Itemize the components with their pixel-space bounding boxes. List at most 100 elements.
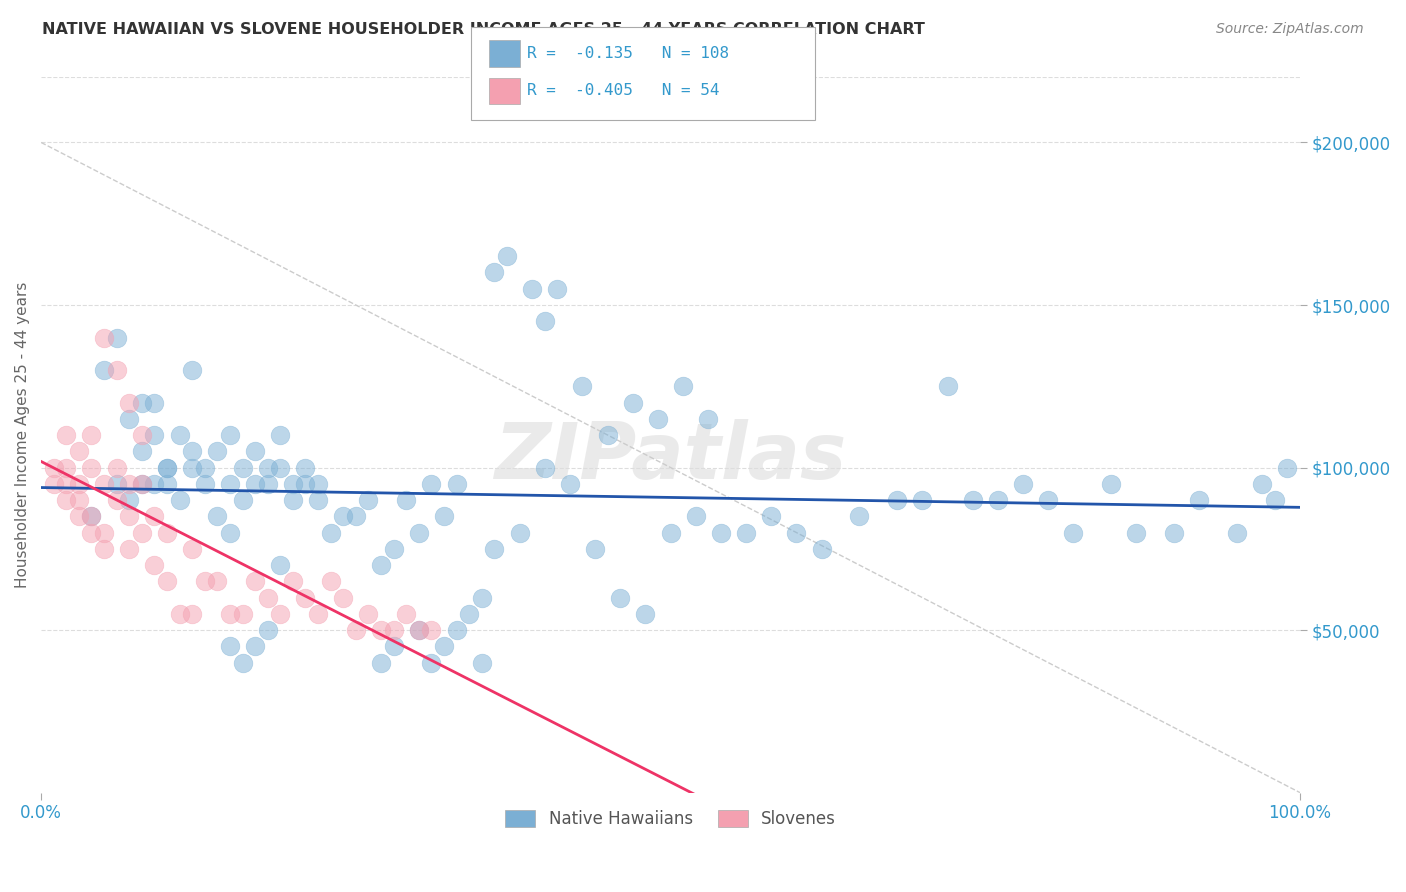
Point (281, 476, 304, 491)
Point (156, 460, 179, 475)
Point (471, 591, 494, 605)
Point (269, 460, 291, 475)
Point (67, 476, 90, 491)
Point (596, 428, 619, 442)
Point (420, 656, 443, 670)
Point (80, 525, 103, 540)
Point (243, 640, 266, 654)
Point (181, 607, 204, 621)
Point (307, 493, 329, 508)
Point (256, 591, 278, 605)
Point (1099, 476, 1122, 491)
Point (987, 493, 1010, 508)
Point (256, 623, 278, 637)
Point (558, 476, 581, 491)
Point (55, 493, 77, 508)
Point (143, 476, 166, 491)
Point (332, 591, 354, 605)
Point (169, 428, 191, 442)
Point (294, 591, 316, 605)
Point (232, 656, 254, 670)
Point (55, 460, 77, 475)
Point (911, 493, 934, 508)
Point (621, 395, 644, 409)
Point (131, 476, 153, 491)
Point (395, 607, 418, 621)
Point (848, 509, 870, 524)
Point (281, 493, 304, 508)
Point (207, 509, 229, 524)
Point (357, 493, 380, 508)
Point (156, 574, 179, 589)
Point (647, 411, 669, 425)
Point (408, 623, 430, 637)
Point (156, 525, 179, 540)
Point (344, 509, 367, 524)
Point (181, 460, 204, 475)
Point (382, 623, 405, 637)
Point (93, 476, 115, 491)
Point (67, 444, 90, 458)
Point (710, 525, 733, 540)
Point (546, 282, 568, 296)
Point (143, 395, 166, 409)
Text: Source: ZipAtlas.com: Source: ZipAtlas.com (1216, 22, 1364, 37)
Point (1188, 493, 1211, 508)
Point (105, 493, 128, 508)
Point (382, 640, 405, 654)
Point (382, 541, 405, 556)
Point (67, 509, 90, 524)
Point (433, 640, 456, 654)
Point (243, 476, 266, 491)
Point (194, 460, 217, 475)
Point (697, 411, 720, 425)
Point (1012, 476, 1035, 491)
Point (131, 444, 153, 458)
Point (962, 493, 984, 508)
Point (93, 525, 115, 540)
Point (105, 476, 128, 491)
Point (408, 623, 430, 637)
Point (232, 607, 254, 621)
Point (1125, 525, 1147, 540)
Point (232, 493, 254, 508)
Point (42, 476, 65, 491)
Point (659, 525, 682, 540)
Point (520, 282, 543, 296)
Point (433, 509, 456, 524)
Point (496, 249, 519, 263)
Point (118, 411, 141, 425)
Point (181, 363, 204, 377)
Point (118, 509, 141, 524)
Point (118, 541, 141, 556)
Point (1062, 525, 1084, 540)
Point (55, 476, 77, 491)
Point (118, 476, 141, 491)
Point (219, 607, 242, 621)
Point (181, 541, 204, 556)
Point (67, 493, 90, 508)
Point (307, 476, 329, 491)
Point (118, 395, 141, 409)
Point (80, 509, 103, 524)
Point (370, 558, 392, 573)
Point (1038, 493, 1060, 508)
Point (194, 476, 217, 491)
Point (508, 525, 530, 540)
Point (207, 574, 229, 589)
Point (55, 428, 77, 442)
Point (1264, 493, 1286, 508)
Point (131, 428, 153, 442)
Point (219, 640, 242, 654)
Point (344, 623, 367, 637)
Point (761, 509, 783, 524)
Point (458, 607, 481, 621)
Point (446, 623, 468, 637)
Point (269, 558, 291, 573)
Point (634, 607, 657, 621)
Point (181, 444, 204, 458)
Point (243, 574, 266, 589)
Point (810, 541, 832, 556)
Point (420, 623, 443, 637)
Point (207, 444, 229, 458)
